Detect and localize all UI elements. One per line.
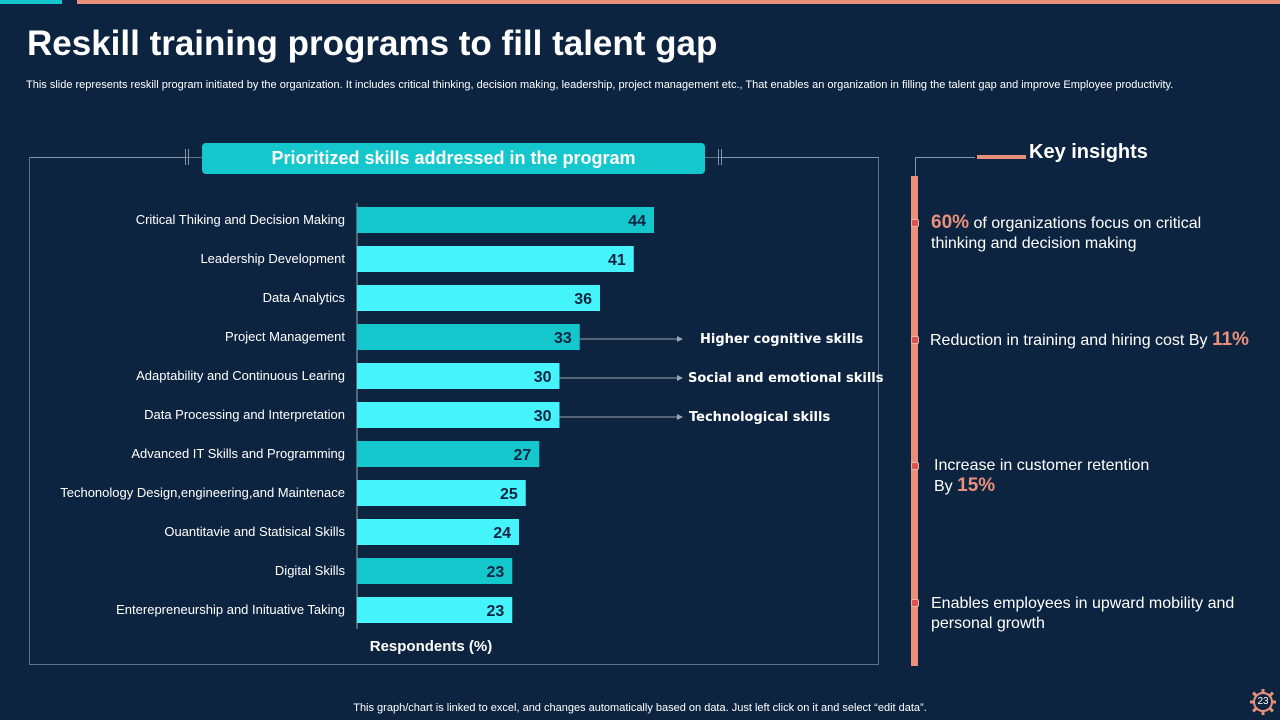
bar	[357, 441, 540, 467]
category-label: Digital Skills	[275, 563, 346, 578]
data-label: 25	[500, 486, 518, 503]
bar	[357, 519, 519, 545]
insights-connector-line	[915, 157, 975, 158]
bar	[357, 402, 560, 428]
top-accent-salmon	[77, 0, 1280, 4]
data-label: 41	[608, 252, 626, 269]
data-label: 44	[628, 213, 646, 230]
category-label: Project Management	[225, 329, 345, 344]
insight-1-highlight: 60%	[931, 212, 970, 233]
annotation-arrowhead	[677, 375, 683, 381]
annotation-label: Technological skills	[689, 410, 830, 425]
bar	[357, 207, 654, 233]
category-label: Adaptability and Continuous Learing	[136, 368, 345, 383]
bar	[357, 480, 526, 506]
page-number: 23	[1257, 696, 1269, 707]
insight-marker	[911, 599, 919, 607]
data-label: 33	[554, 330, 572, 347]
insight-item-2: Reduction in training and hiring cost By…	[930, 330, 1250, 351]
category-label: Critical Thiking and Decision Making	[136, 212, 345, 227]
data-label: 30	[534, 369, 552, 386]
insight-1-text: of organizations focus on critical think…	[931, 215, 1202, 252]
chart-header: Prioritized skills addressed in the prog…	[202, 143, 705, 174]
insight-marker	[911, 336, 919, 344]
x-axis-title: Respondents (%)	[369, 638, 493, 655]
insight-3-highlight: 15%	[957, 475, 996, 496]
insight-marker	[911, 462, 919, 470]
header-left-tick	[185, 149, 186, 165]
insight-marker	[911, 219, 919, 227]
category-label: Enterepreneurship and Inituative Taking	[116, 602, 345, 617]
insights-title-accent	[977, 155, 1026, 159]
bar	[357, 246, 634, 272]
data-label: 36	[574, 291, 592, 308]
header-left-tick-2	[188, 149, 189, 165]
insight-3-text: Increase in customer retention By	[934, 457, 1150, 495]
header-right-tick	[718, 149, 719, 165]
insight-4-text: Enables employees in upward mobility and…	[931, 595, 1235, 632]
bar	[357, 324, 580, 350]
data-label: 23	[486, 603, 504, 620]
data-label: 24	[493, 525, 511, 542]
data-label: 30	[534, 408, 552, 425]
insight-2-highlight: 11%	[1211, 329, 1249, 350]
insights-connector-tick	[915, 157, 916, 179]
data-label: 23	[486, 564, 504, 581]
data-label: 27	[513, 447, 531, 464]
insight-item-3: Increase in customer retention By 15%	[934, 456, 1164, 497]
footnote: This graph/chart is linked to excel, and…	[353, 702, 927, 714]
bar	[357, 597, 513, 623]
category-label: Advanced IT Skills and Programming	[131, 446, 345, 461]
annotation-label: Higher cognitive skills	[700, 332, 864, 347]
insight-item-4: Enables employees in upward mobility and…	[931, 594, 1251, 634]
bar	[357, 558, 513, 584]
slide-title: Reskill training programs to fill talent…	[27, 24, 718, 63]
annotation-arrowhead	[677, 336, 683, 342]
category-label: Techonology Design,engineering,and Maint…	[60, 485, 345, 500]
header-left-line	[30, 157, 185, 158]
gear-icon	[1250, 689, 1276, 715]
category-label: Data Analytics	[263, 290, 346, 305]
annotation-label: Social and emotional skills	[688, 371, 884, 386]
top-accent-teal	[0, 0, 62, 4]
category-label: Ouantitavie and Statisical Skills	[164, 524, 345, 539]
insight-2-text: Reduction in training and hiring cost By	[930, 332, 1212, 349]
category-label: Leadership Development	[200, 251, 345, 266]
bar	[357, 363, 560, 389]
annotation-arrowhead	[677, 414, 683, 420]
header-right-line	[721, 157, 879, 158]
insights-timeline-bar	[911, 176, 918, 666]
insights-title: Key insights	[1029, 141, 1148, 163]
bar	[357, 285, 600, 311]
slide-subtitle: This slide represents reskill program in…	[26, 79, 1174, 91]
category-label: Data Processing and Interpretation	[144, 407, 345, 422]
insight-item-1: 60% of organizations focus on critical t…	[931, 213, 1251, 254]
